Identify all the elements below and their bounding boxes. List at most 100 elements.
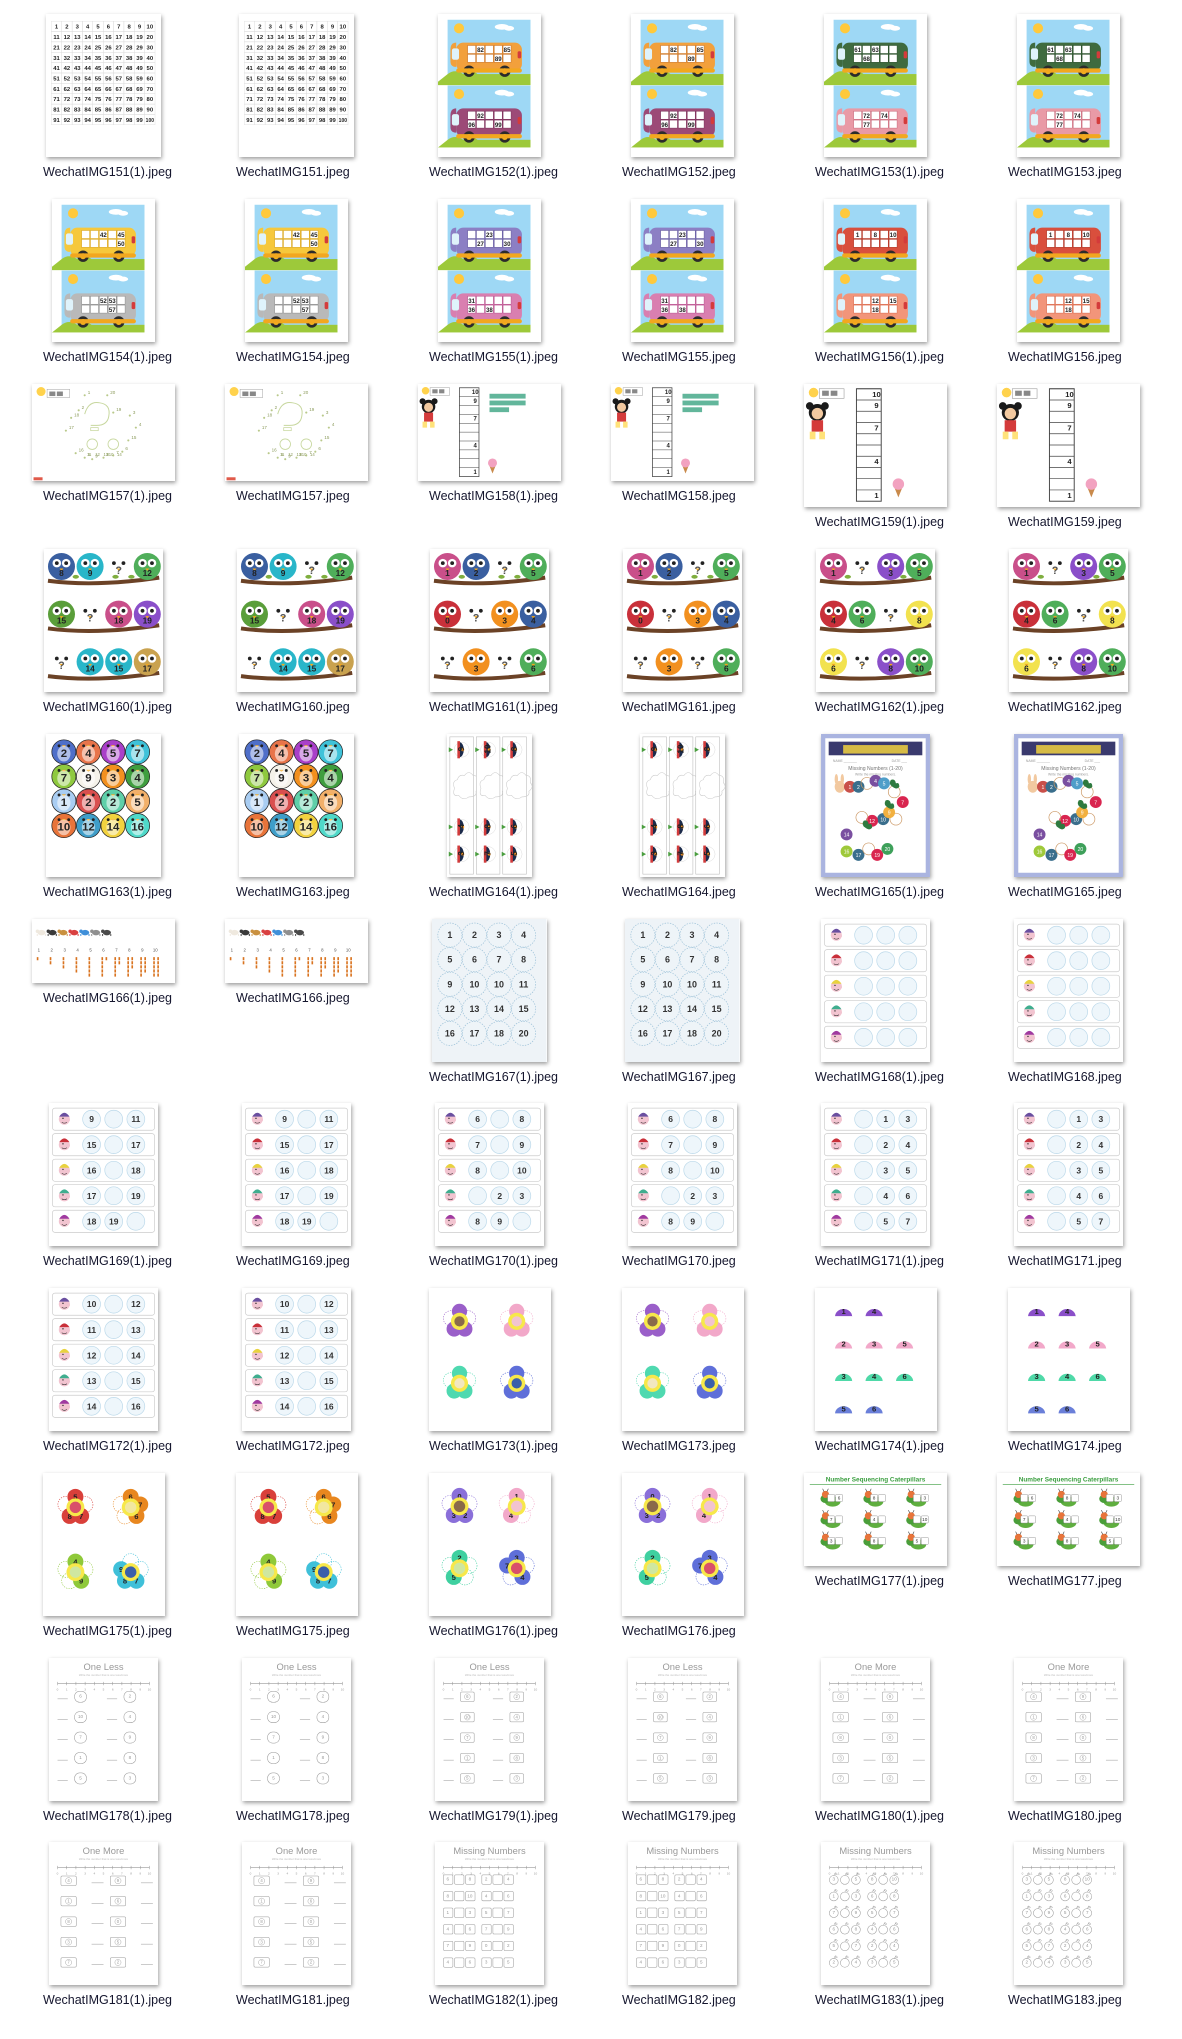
svg-text:78: 78 [126, 97, 133, 103]
svg-text:96: 96 [105, 118, 112, 124]
svg-text:65: 65 [95, 87, 102, 93]
svg-text:67: 67 [116, 87, 123, 93]
svg-text:7: 7 [668, 1140, 673, 1150]
svg-text:3: 3 [129, 1775, 132, 1780]
svg-text:87: 87 [116, 108, 123, 114]
svg-text:7: 7 [830, 1517, 833, 1522]
svg-text:2: 2 [474, 568, 479, 578]
svg-text:5: 5 [641, 954, 646, 964]
svg-text:5: 5 [1048, 1877, 1051, 1882]
svg-text:2: 2 [279, 797, 285, 809]
svg-text:11: 11 [280, 1325, 289, 1335]
svg-text:17: 17 [309, 35, 316, 41]
svg-text:64: 64 [278, 87, 285, 93]
svg-text:Missing Numbers: Missing Numbers [453, 1846, 526, 1856]
svg-text:66: 66 [105, 87, 112, 93]
svg-text:7: 7 [1048, 1944, 1051, 1949]
svg-text:19: 19 [324, 1191, 334, 1201]
svg-text:68: 68 [1057, 56, 1064, 63]
svg-text:2: 2 [268, 1872, 270, 1876]
svg-text:1: 1 [1024, 568, 1029, 578]
svg-text:6: 6 [893, 1927, 896, 1932]
svg-text:6: 6 [703, 823, 712, 828]
svg-text:11: 11 [712, 979, 721, 989]
svg-text:1: 1 [645, 1687, 647, 1691]
svg-text:10: 10 [78, 1714, 84, 1719]
svg-text:7: 7 [254, 772, 260, 784]
svg-text:84: 84 [85, 108, 92, 114]
svg-text:1: 1 [833, 1894, 836, 1899]
svg-text:51: 51 [54, 76, 61, 82]
svg-text:3: 3 [690, 930, 695, 940]
svg-text:38: 38 [486, 307, 493, 314]
svg-text:10: 10 [87, 1299, 97, 1309]
svg-text:11: 11 [247, 35, 254, 41]
svg-text:5: 5 [871, 1910, 874, 1915]
svg-text:27: 27 [309, 45, 316, 51]
svg-text:26: 26 [105, 45, 112, 51]
svg-text:18: 18 [126, 35, 133, 41]
svg-text:3: 3 [923, 1496, 926, 1501]
svg-text:11: 11 [87, 452, 92, 457]
svg-text:6: 6 [1064, 1894, 1067, 1899]
svg-text:1: 1 [640, 1910, 643, 1915]
svg-text:85: 85 [288, 108, 295, 114]
svg-text:2: 2 [322, 1693, 325, 1698]
svg-text:75: 75 [288, 97, 295, 103]
svg-text:Number Sequencing Caterpillars: Number Sequencing Caterpillars [1019, 1476, 1119, 1483]
svg-text:77: 77 [864, 122, 871, 129]
svg-text:0: 0 [678, 1944, 681, 1949]
svg-text:2: 2 [1034, 1340, 1038, 1349]
svg-text:4: 4 [93, 1872, 95, 1876]
svg-text:2: 2 [1050, 785, 1053, 791]
svg-text:8: 8 [1066, 1538, 1069, 1543]
svg-text:7: 7 [272, 1734, 275, 1739]
svg-text:61: 61 [1048, 47, 1055, 54]
svg-text:3: 3 [1048, 1894, 1051, 1899]
svg-text:71: 71 [247, 97, 254, 103]
svg-text:5: 5 [272, 1775, 275, 1780]
svg-text:18: 18 [687, 1028, 697, 1038]
svg-text:2: 2 [497, 1191, 502, 1201]
svg-text:19: 19 [336, 616, 346, 626]
svg-text:7: 7 [314, 1872, 316, 1876]
svg-text:19: 19 [109, 1217, 119, 1227]
svg-text:9: 9 [1048, 1910, 1051, 1915]
svg-text:33: 33 [267, 56, 274, 62]
svg-text:61: 61 [855, 47, 862, 54]
svg-text:4: 4 [893, 1944, 896, 1949]
svg-text:8: 8 [873, 1538, 876, 1543]
svg-text:NAME _______: NAME _______ [1026, 759, 1050, 763]
svg-text:17: 17 [663, 1028, 673, 1038]
svg-text:9: 9 [507, 1927, 510, 1932]
svg-text:6: 6 [1031, 1496, 1034, 1501]
svg-text:8: 8 [855, 1927, 858, 1932]
svg-text:4: 4 [672, 1872, 674, 1876]
svg-text:99: 99 [137, 118, 144, 124]
svg-text:86: 86 [105, 108, 112, 114]
svg-text:28: 28 [319, 45, 326, 51]
svg-text:14: 14 [131, 1350, 141, 1360]
svg-text:7: 7 [314, 1687, 316, 1691]
svg-text:2: 2 [871, 1944, 874, 1949]
svg-text:6: 6 [662, 1960, 665, 1965]
svg-text:14: 14 [324, 1350, 334, 1360]
svg-text:9: 9 [139, 1687, 141, 1691]
svg-text:0: 0 [638, 616, 643, 626]
svg-text:54: 54 [85, 76, 92, 82]
svg-text:10: 10 [1065, 389, 1073, 398]
svg-text:8: 8 [521, 954, 526, 964]
svg-text:?: ? [887, 613, 894, 625]
svg-text:8: 8 [1067, 232, 1071, 239]
svg-text:5: 5 [103, 1872, 105, 1876]
svg-text:7: 7 [901, 800, 904, 806]
svg-text:?: ? [501, 565, 508, 577]
svg-text:88: 88 [126, 108, 133, 114]
svg-text:3: 3 [871, 1340, 875, 1349]
svg-text:2: 2 [75, 1687, 77, 1691]
svg-text:92: 92 [257, 118, 264, 124]
svg-text:12: 12 [288, 452, 293, 457]
svg-text:57: 57 [309, 76, 316, 82]
svg-text:1: 1 [1049, 232, 1053, 239]
svg-text:17: 17 [69, 425, 75, 430]
